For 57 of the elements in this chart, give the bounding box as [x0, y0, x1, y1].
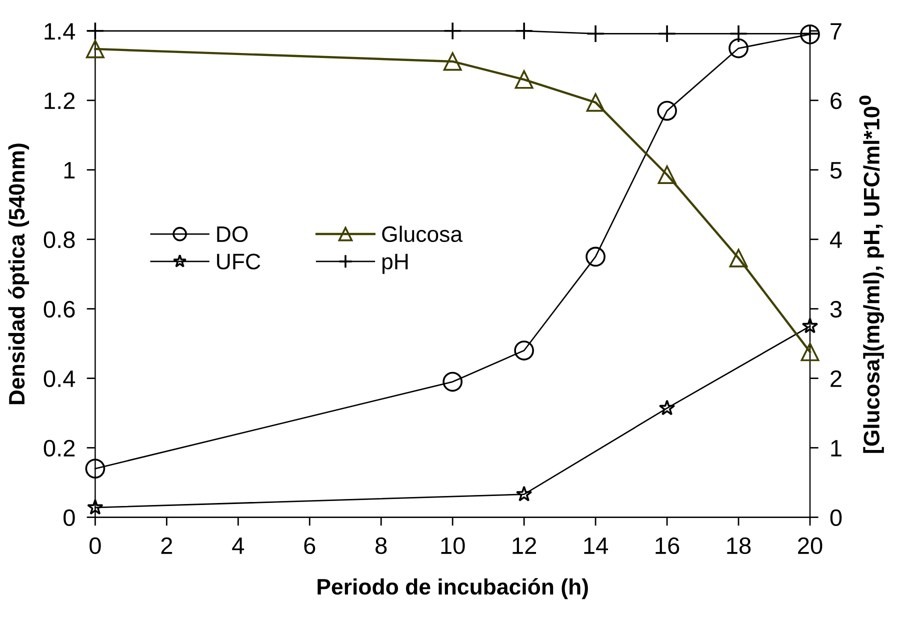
point [658, 24, 676, 43]
y2-tick-label: 1 [831, 440, 842, 456]
x-tick-label: 20 [798, 537, 822, 554]
y2-tick-label: 3 [830, 300, 842, 318]
point [514, 22, 534, 40]
y-tick-label: 0.8 [44, 231, 75, 248]
point [729, 24, 748, 43]
y2-tick-label: 4 [830, 232, 842, 248]
y-tick-label: 1 [64, 162, 75, 178]
point [516, 486, 532, 502]
x-tick-label: 12 [512, 537, 536, 554]
legend-label: pH [382, 254, 408, 274]
x-tick-label: 0 [90, 537, 101, 554]
point [728, 38, 748, 58]
y2-tick-label: 2 [830, 370, 842, 387]
y2-axis-title: [Glucosa](mg/ml), pH, UFC/ml*10$^{0}$ [859, 96, 884, 453]
y2-tick-label: 0 [830, 509, 842, 526]
point [586, 246, 606, 267]
y-axis-title: Densidad óptica (540nm) [8, 144, 30, 404]
point [800, 342, 820, 362]
y-tick-label: 0 [64, 509, 75, 526]
x-tick-label: 10 [441, 537, 465, 554]
x-tick-label: 6 [304, 537, 316, 554]
point [85, 458, 106, 479]
x-tick-label: 8 [376, 537, 387, 554]
y-tick-label: 0.6 [44, 300, 75, 318]
x-tick-label: 14 [584, 538, 608, 554]
point [657, 100, 677, 121]
x-tick-label: 16 [656, 537, 680, 554]
point [514, 70, 534, 89]
x-axis-title: Periodo de incubación (h) [318, 578, 588, 600]
legend-label: UFC [217, 254, 260, 270]
point [586, 93, 605, 112]
point [442, 372, 463, 392]
y2-tick-label: 7 [830, 23, 842, 40]
point [87, 498, 104, 515]
x-tick-label: 4 [232, 538, 244, 554]
y-tick-label: 1.2 [44, 92, 75, 109]
point [86, 22, 104, 40]
legend-label: Glucosa [382, 226, 463, 242]
point [586, 24, 605, 43]
x-tick-label: 18 [727, 537, 751, 554]
point [802, 318, 818, 334]
point [729, 248, 748, 268]
y2-tick-label: 6 [830, 92, 842, 110]
y-tick-label: 0.2 [44, 440, 75, 457]
point [658, 165, 676, 184]
y-tick-label: 1.4 [44, 23, 76, 40]
y-tick-label: 0.4 [44, 370, 76, 388]
point [443, 52, 462, 71]
legend-label: DO [217, 226, 248, 242]
point [514, 340, 534, 360]
y2-tick-label: 5 [830, 162, 842, 179]
x-tick-label: 2 [161, 537, 172, 554]
point [86, 40, 104, 58]
point [658, 400, 676, 416]
point [443, 22, 462, 40]
